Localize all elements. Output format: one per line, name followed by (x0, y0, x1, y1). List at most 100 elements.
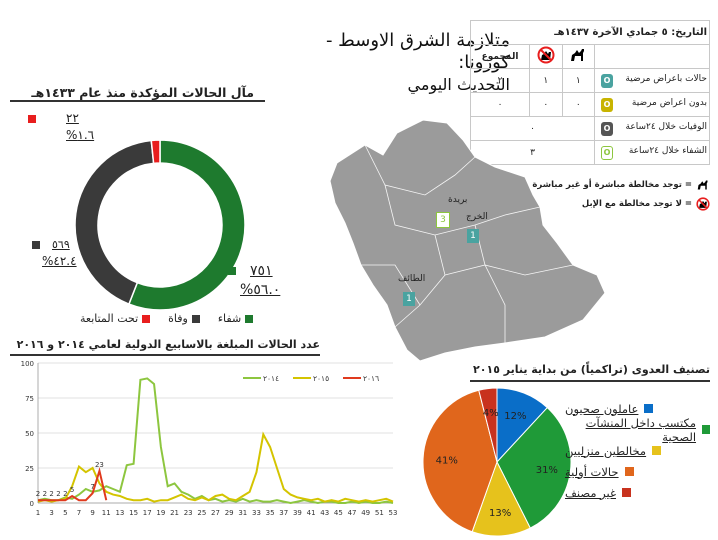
pie-slice-2 (471, 460, 531, 537)
camel-header (561, 44, 596, 69)
donut-slice-0 (127, 139, 246, 311)
x-tick-label: 11 (102, 509, 111, 517)
table-row: O بدون اعراض مرضية ٠ ٠ ٠ (469, 92, 710, 117)
x-tick-label: 17 (143, 509, 152, 517)
legend-item-household: مخالطين منزليين (565, 440, 710, 461)
legend-item-hcw: عاملون صحيون (565, 398, 710, 419)
series-line-0 (37, 377, 394, 505)
recovered-badge-icon: O (601, 145, 613, 160)
table-row: O حالات باعراض مرضية ١ ١ ٢ (469, 68, 710, 93)
x-tick-label: 15 (129, 509, 138, 517)
city-label-buraydah: بريدة (448, 195, 468, 205)
pie-label-1: 31% (536, 465, 558, 476)
symptomatic-badge-icon: O (601, 73, 613, 88)
monitoring-pct: %١.٦ (66, 128, 95, 142)
pie-label-4: 4% (483, 408, 499, 419)
x-tick-label: 37 (279, 509, 288, 517)
donut-slice-1 (74, 139, 155, 306)
legend-label-2: ٢٠١٦ (363, 374, 379, 383)
report-date: التاريخ: ٥ جمادي الآخرة ١٤٣٧هـ (470, 20, 710, 45)
no-camel-header (529, 44, 563, 69)
x-tick-label: 7 (77, 509, 81, 517)
data-label: 23 (95, 461, 104, 469)
x-tick-label: 35 (266, 509, 275, 517)
data-label: 2 (43, 490, 47, 498)
pie-label-0: 12% (504, 411, 526, 422)
no-camel-icon (537, 46, 555, 64)
y-tick-label: 25 (25, 465, 34, 473)
x-tick-label: 21 (170, 509, 179, 517)
recovered-count: ٧٥١ (250, 263, 273, 279)
death-count: ٥٦٩ (52, 238, 70, 251)
legend-label-0: ٢٠١٤ (263, 374, 279, 383)
x-tick-label: 53 (389, 509, 398, 517)
series-line-2 (38, 466, 108, 502)
x-tick-label: 3 (49, 509, 53, 517)
pie-slice-3 (422, 389, 498, 533)
annotation-recovered: ٧٥١ %٥٦.٠ (228, 262, 280, 300)
data-label: 7 (90, 483, 94, 491)
y-tick-label: 75 (25, 395, 34, 403)
x-tick-label: 19 (156, 509, 165, 517)
legend-item-hospital: مكتسب داخل المنشآت الصحية (565, 416, 710, 444)
camel-key-icon (697, 180, 708, 190)
annotation-monitoring: ٢٢ %١.٦ (28, 110, 94, 144)
table-row: O الشفاء خلال ٢٤ساعة ٣ (470, 140, 710, 165)
legend-item-unclassified: غير مصنف (565, 482, 710, 503)
infection-pie-legend: عاملون صحيون مكتسب داخل المنشآت الصحية م… (565, 398, 710, 503)
recovered-swatch (228, 267, 236, 275)
x-tick-label: 43 (320, 509, 329, 517)
donut-legend: شفاء وفاة تحت المتابعة (80, 312, 254, 325)
city-marker-taif: 1 (403, 292, 415, 306)
deaths-badge-icon: O (601, 121, 613, 136)
monitoring-count: ٢٢ (66, 111, 79, 125)
key-no-camel: = لا توجد مخالطة مع الإبل (470, 197, 710, 211)
legend-label-1: ٢٠١٥ (313, 374, 329, 383)
y-tick-label: 0 (30, 500, 34, 508)
death-swatch (32, 241, 40, 249)
total-header: المجموع (469, 44, 531, 69)
data-label: 2 (56, 490, 60, 498)
legend-item-recovered: شفاء (218, 312, 254, 325)
x-tick-label: 39 (293, 509, 302, 517)
data-label: 2 (36, 490, 40, 498)
city-marker-alkharj: 1 (467, 229, 479, 243)
x-tick-label: 29 (225, 509, 234, 517)
infection-pie-title: تصنيف العدوى (تراكمياً) من بداية يناير ٢… (473, 363, 710, 376)
x-tick-label: 1 (36, 509, 40, 517)
x-tick-label: 9 (90, 509, 94, 517)
x-tick-label: 41 (307, 509, 316, 517)
summary-table: التاريخ: ٥ جمادي الآخرة ١٤٣٧هـ المجموع O… (469, 20, 710, 165)
x-tick-label: 23 (184, 509, 193, 517)
x-tick-label: 33 (252, 509, 261, 517)
data-label: 5 (70, 486, 74, 494)
city-marker-buraydah: 3 (436, 212, 450, 228)
x-tick-label: 31 (238, 509, 247, 517)
infection-category-pie: 12% 31% 13% 41% 4% (422, 387, 572, 537)
pie-slice-4 (478, 387, 498, 463)
outcome-donut-chart (74, 139, 246, 311)
pie-label-2: 13% (489, 508, 511, 519)
x-tick-label: 51 (375, 509, 384, 517)
no-camel-key-icon (696, 197, 710, 211)
camel-icon (571, 49, 585, 61)
x-tick-label: 5 (63, 509, 67, 517)
city-label-taif: الطائف (398, 274, 426, 284)
legend-item-death: وفاة (168, 312, 200, 325)
key-camel: = توجد مخالطة مباشرة أو غير مباشرة مع ال… (470, 179, 710, 191)
summary-table-box: التاريخ: ٥ جمادي الآخرة ١٤٣٧هـ المجموع O… (469, 20, 710, 211)
x-tick-label: 49 (361, 509, 370, 517)
annotation-death: ٥٦٩ %٤٢.٤ (32, 236, 77, 270)
data-label: 2 (49, 490, 53, 498)
y-tick-label: 100 (21, 360, 34, 368)
x-tick-label: 47 (348, 509, 357, 517)
donut-subtitle: مآل الحالات المؤكدة منذ عام ١٤٣٣هـ (31, 85, 254, 100)
line-title-divider (10, 354, 320, 356)
pie-label-3: 41% (436, 456, 458, 467)
y-tick-label: 50 (25, 430, 34, 438)
x-tick-label: 25 (197, 509, 206, 517)
line-chart-title: عدد الحالات المبلغة بالاسابيع الدولية لع… (16, 338, 320, 351)
death-pct: %٤٢.٤ (42, 254, 77, 268)
asymptomatic-badge-icon: O (601, 97, 613, 112)
